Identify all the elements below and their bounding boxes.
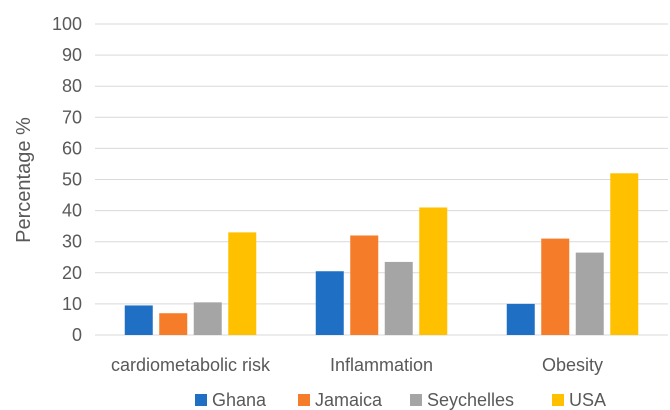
bar-usa-2 (419, 207, 448, 335)
y-tick-label: 80 (62, 76, 82, 96)
x-category-label: Inflammation (330, 355, 433, 375)
bar-seychelles-2 (384, 261, 413, 335)
gridlines (95, 23, 668, 336)
legend-label-seychelles: Seychelles (427, 390, 514, 410)
bar-usa-3 (610, 173, 639, 335)
bar-jamaica-3 (541, 238, 570, 335)
y-tick-label: 90 (62, 45, 82, 65)
x-category-label: Obesity (542, 355, 603, 375)
legend-label-ghana: Ghana (212, 390, 267, 410)
legend-swatch-usa (552, 394, 564, 406)
y-tick-label: 40 (62, 201, 82, 221)
bar-seychelles-1 (193, 302, 222, 335)
legend-label-usa: USA (569, 390, 606, 410)
y-tick-label: 50 (62, 170, 82, 190)
bar-ghana-1 (124, 305, 153, 335)
x-axis-categories: cardiometabolic risk Inflammation Obesity (111, 355, 603, 375)
bar-usa-1 (228, 232, 257, 335)
y-tick-label: 70 (62, 107, 82, 127)
legend: Ghana Jamaica Seychelles USA (195, 390, 606, 410)
y-axis-label: Percentage % (13, 117, 35, 243)
y-axis-ticks: 0 10 20 30 40 50 60 70 80 90 100 (52, 14, 82, 345)
y-tick-label: 30 (62, 232, 82, 252)
x-category-label: cardiometabolic risk (111, 355, 271, 375)
y-tick-label: 20 (62, 263, 82, 283)
bar-jamaica-1 (159, 313, 188, 335)
y-tick-label: 10 (62, 294, 82, 314)
legend-label-jamaica: Jamaica (315, 390, 383, 410)
y-tick-label: 0 (72, 325, 82, 345)
bar-jamaica-2 (350, 235, 379, 335)
bar-seychelles-3 (575, 252, 604, 335)
legend-swatch-ghana (195, 394, 207, 406)
legend-swatch-jamaica (298, 394, 310, 406)
y-tick-label: 60 (62, 138, 82, 158)
y-tick-label: 100 (52, 14, 82, 34)
legend-swatch-seychelles (410, 394, 422, 406)
bar-ghana-2 (315, 271, 344, 335)
bar-ghana-3 (506, 303, 535, 335)
bars (124, 173, 639, 335)
